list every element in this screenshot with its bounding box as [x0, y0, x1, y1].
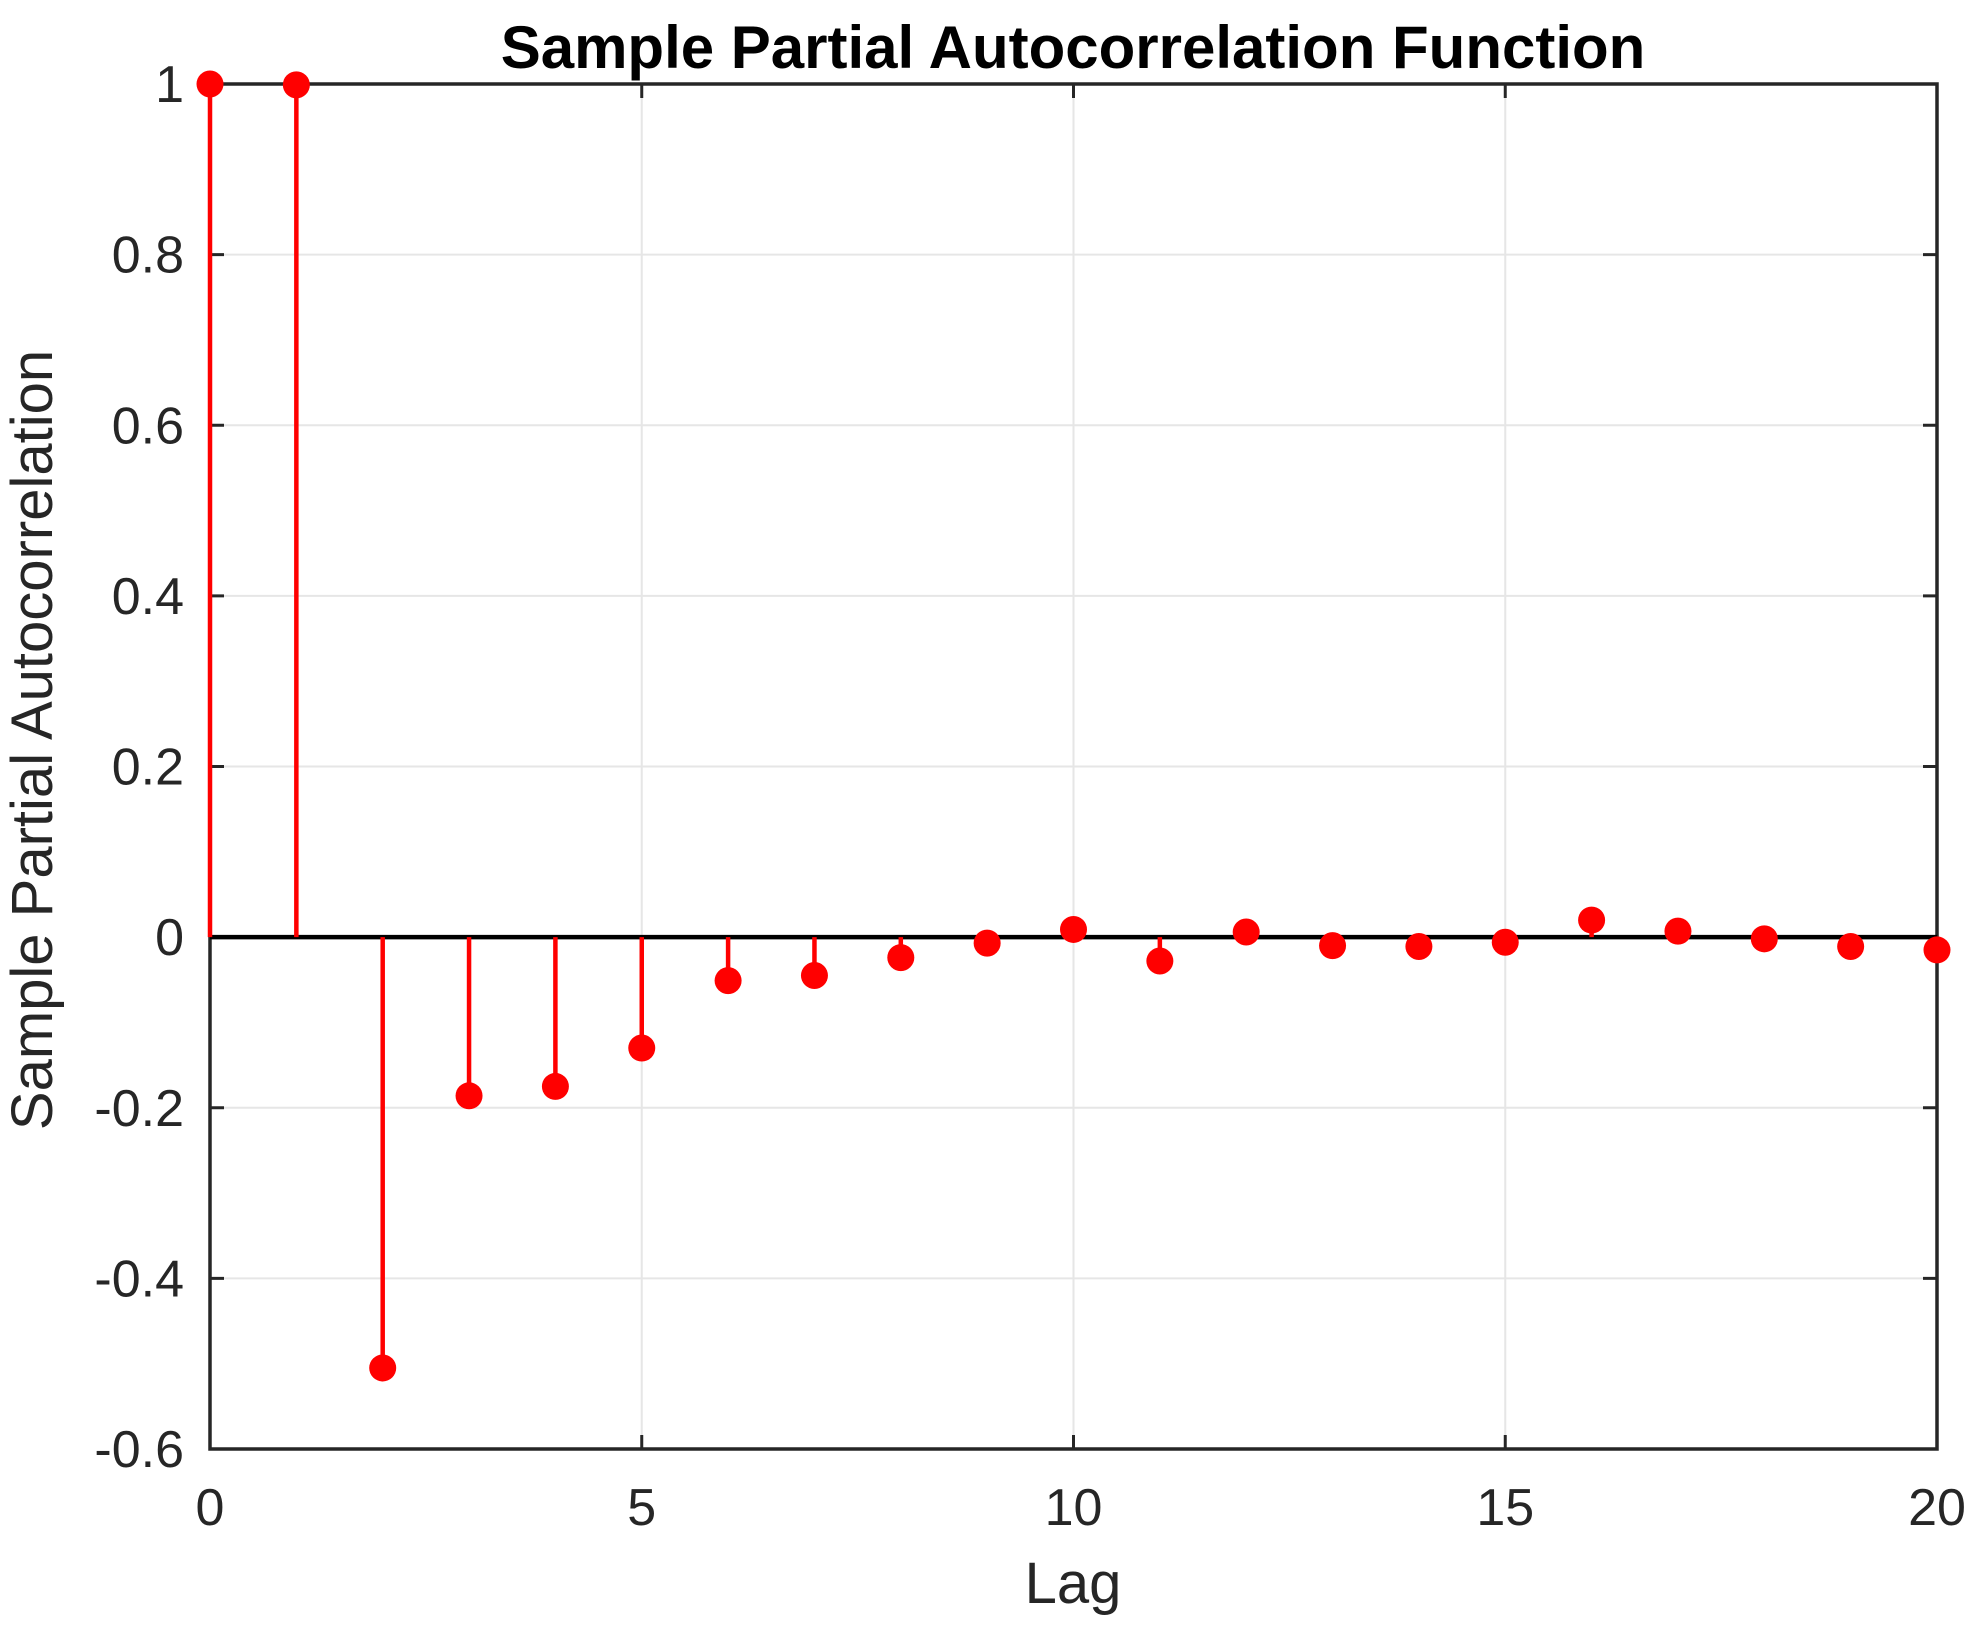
chart-title: Sample Partial Autocorrelation Function [501, 14, 1646, 81]
stem-marker [282, 71, 310, 99]
x-tick-label: 10 [1045, 1479, 1103, 1537]
stem-marker [1491, 928, 1519, 956]
stem-marker [455, 1082, 483, 1110]
stem-marker [1578, 906, 1606, 934]
stem-marker [1664, 917, 1692, 945]
stem-marker [369, 1354, 397, 1382]
y-tick-label: 0.8 [112, 227, 184, 285]
grid-layer [210, 84, 1937, 1449]
stem-marker [196, 70, 224, 98]
tick-labels-layer: 0 5 10 15 20 1 0.8 0.6 0.4 0.2 0 -0.2 -0.4 -0.6 [94, 56, 1966, 1537]
y-tick-label: 0.4 [112, 568, 184, 626]
stem-marker [541, 1072, 569, 1100]
x-tick-label: 0 [196, 1479, 225, 1537]
stem-marker [1060, 915, 1087, 943]
y-tick-label: -0.6 [94, 1421, 184, 1479]
stem-marker [1232, 918, 1260, 946]
chart-layers: 0 5 10 15 20 1 0.8 0.6 0.4 0.2 0 -0.2 -0.4 -0.6 [94, 56, 1966, 1537]
y-tick-label: -0.4 [94, 1250, 184, 1308]
y-tick-label: 1 [155, 56, 184, 114]
x-axis-label: Lag [1025, 1551, 1122, 1616]
stem-marker [1750, 925, 1778, 953]
stem-marker [1837, 933, 1865, 961]
stem-marker [714, 967, 742, 995]
stem-marker [800, 962, 828, 990]
stem-marker [1405, 933, 1433, 961]
stem-marker [628, 1034, 656, 1062]
y-tick-label: 0 [155, 909, 184, 967]
markers-layer [196, 70, 1951, 1382]
y-tick-label: 0.6 [112, 397, 184, 455]
stem-marker [1319, 932, 1347, 960]
x-tick-label: 15 [1476, 1479, 1534, 1537]
x-tick-label: 20 [1908, 1479, 1966, 1537]
y-axis-label: Sample Partial Autocorrelation [0, 350, 65, 1130]
stem-marker [1923, 936, 1951, 964]
stem-marker [887, 944, 915, 972]
y-tick-label: 0.2 [112, 739, 184, 797]
stem-marker [1146, 947, 1174, 975]
y-tick-label: -0.2 [94, 1080, 184, 1138]
x-tick-label: 5 [627, 1479, 656, 1537]
stem-marker [973, 929, 1001, 957]
